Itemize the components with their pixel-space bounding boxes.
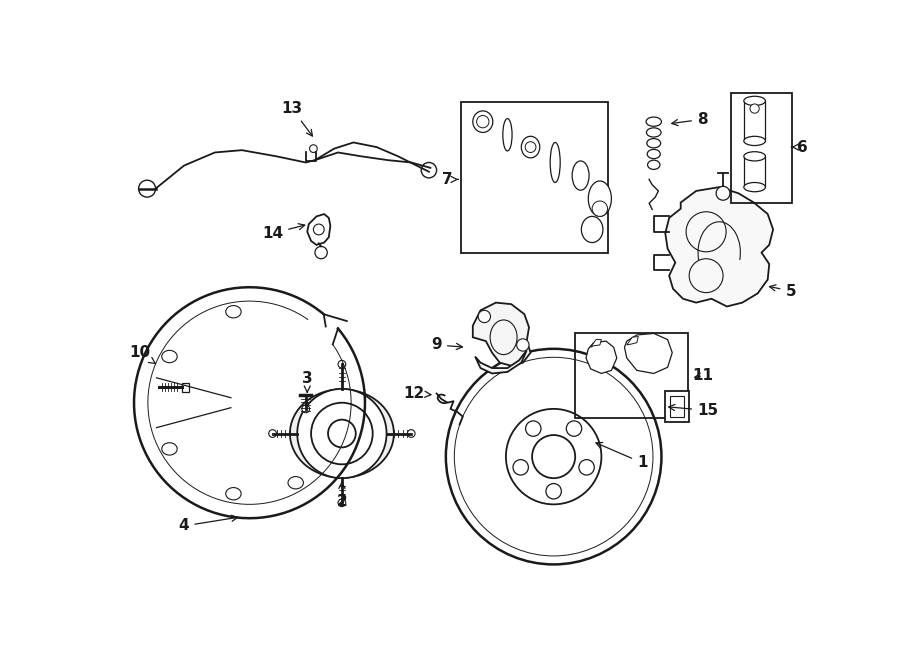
Circle shape <box>532 435 575 478</box>
Ellipse shape <box>288 477 303 489</box>
Ellipse shape <box>581 216 603 243</box>
Circle shape <box>592 201 608 216</box>
Ellipse shape <box>226 305 241 318</box>
Polygon shape <box>626 336 638 345</box>
Bar <box>664 391 689 422</box>
Circle shape <box>269 430 276 438</box>
Bar <box>575 333 688 418</box>
Text: 15: 15 <box>669 403 718 418</box>
Ellipse shape <box>503 118 512 151</box>
Circle shape <box>546 484 562 499</box>
Circle shape <box>716 186 730 200</box>
Text: 9: 9 <box>431 338 463 352</box>
Ellipse shape <box>743 182 765 192</box>
Circle shape <box>310 145 318 153</box>
Ellipse shape <box>472 111 493 132</box>
Ellipse shape <box>743 136 765 145</box>
Bar <box>743 156 765 187</box>
Text: 4: 4 <box>179 516 238 533</box>
Circle shape <box>526 421 541 436</box>
Polygon shape <box>625 333 672 373</box>
Ellipse shape <box>647 139 661 148</box>
Text: 3: 3 <box>302 371 312 392</box>
Circle shape <box>579 459 594 475</box>
Ellipse shape <box>572 161 590 190</box>
Circle shape <box>513 459 528 475</box>
Polygon shape <box>665 187 773 307</box>
Ellipse shape <box>648 160 660 169</box>
Ellipse shape <box>743 152 765 161</box>
Circle shape <box>408 430 415 438</box>
Text: 11: 11 <box>692 368 714 383</box>
Text: 1: 1 <box>596 442 647 470</box>
Text: 7: 7 <box>442 172 458 187</box>
Ellipse shape <box>589 181 611 216</box>
Text: 6: 6 <box>791 139 807 155</box>
Circle shape <box>526 141 536 153</box>
Bar <box>670 396 684 417</box>
Bar <box>182 383 189 392</box>
Ellipse shape <box>743 97 765 106</box>
Circle shape <box>338 360 346 368</box>
Bar <box>461 102 608 253</box>
Ellipse shape <box>646 128 662 137</box>
Circle shape <box>421 163 436 178</box>
Ellipse shape <box>646 117 662 126</box>
Polygon shape <box>472 303 530 366</box>
Polygon shape <box>307 214 330 245</box>
Circle shape <box>750 104 760 113</box>
Circle shape <box>478 310 491 323</box>
Circle shape <box>517 339 529 351</box>
Ellipse shape <box>162 350 177 363</box>
Circle shape <box>313 224 324 235</box>
Text: 2: 2 <box>337 483 347 509</box>
Circle shape <box>297 389 387 478</box>
Circle shape <box>328 420 356 447</box>
Circle shape <box>566 421 581 436</box>
Bar <box>743 101 765 141</box>
Circle shape <box>338 499 346 507</box>
Text: 10: 10 <box>129 345 156 364</box>
Text: 5: 5 <box>770 284 796 299</box>
Ellipse shape <box>521 136 540 158</box>
Text: 12: 12 <box>403 386 431 401</box>
Text: 14: 14 <box>262 223 305 241</box>
Ellipse shape <box>647 149 661 159</box>
Circle shape <box>315 247 328 258</box>
Bar <box>731 93 792 202</box>
Text: 8: 8 <box>671 112 707 127</box>
Circle shape <box>477 116 489 128</box>
Circle shape <box>139 180 156 197</box>
Ellipse shape <box>550 143 560 182</box>
Polygon shape <box>590 340 601 347</box>
Polygon shape <box>586 341 616 373</box>
Ellipse shape <box>162 443 177 455</box>
Polygon shape <box>475 350 526 373</box>
Text: 13: 13 <box>282 101 312 136</box>
Circle shape <box>302 405 310 412</box>
Ellipse shape <box>290 389 394 478</box>
Ellipse shape <box>226 488 241 500</box>
